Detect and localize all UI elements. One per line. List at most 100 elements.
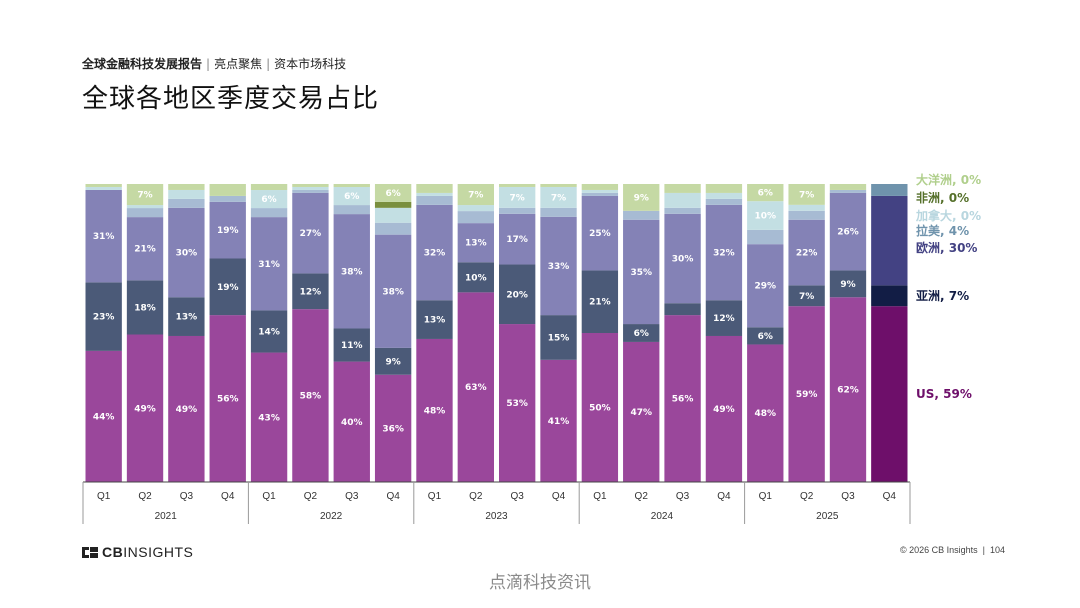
bar-segment-欧洲-8 <box>416 204 453 301</box>
bar-segment-欧洲-10 <box>499 213 536 265</box>
bar-segment-欧洲-17 <box>788 219 825 286</box>
bar-segment-欧洲-5 <box>292 192 329 274</box>
bar-segment-欧洲-11 <box>540 216 577 316</box>
logo-prefix: CB <box>102 544 124 560</box>
bar-segment-US-5 <box>292 309 329 482</box>
bar-segment-US-6 <box>333 361 370 482</box>
data-label: 10% <box>755 212 777 222</box>
data-label: 36% <box>382 424 404 434</box>
bar-segment-加拿大-12 <box>581 189 619 193</box>
data-label: 7% <box>468 191 483 201</box>
report-section: 亮点聚焦 <box>214 57 263 71</box>
data-label: 48% <box>424 406 446 416</box>
bar-segment-大洋洲-2 <box>168 184 205 190</box>
data-label: 6% <box>261 195 276 205</box>
bar-segment-拉美-8 <box>416 195 453 205</box>
year-label: 2022 <box>320 511 343 522</box>
data-label: 13% <box>465 239 487 249</box>
bar-segment-亚洲-7 <box>374 347 412 375</box>
bar-segment-亚洲-17 <box>788 285 825 307</box>
bar-segment-欧洲-3 <box>209 201 246 259</box>
bar-segment-大洋洲-0 <box>85 184 122 187</box>
bar-segment-亚洲-16 <box>747 327 784 345</box>
bar-segment-加拿大-16 <box>747 201 784 230</box>
cbinsights-logo: CB INSIGHTS <box>82 544 193 560</box>
bar-segment-欧洲-14 <box>664 213 701 304</box>
x-tick-label: Q2 <box>469 491 483 502</box>
x-tick-label: Q1 <box>759 491 773 502</box>
bar-segment-拉美-19 <box>871 184 908 196</box>
bar-segment-拉美-16 <box>747 229 784 245</box>
data-label: 48% <box>755 409 777 419</box>
bar-segment-亚洲-11 <box>540 315 577 360</box>
data-label: 50% <box>589 404 611 414</box>
legend-加拿大: 加拿大, 0% <box>915 208 981 223</box>
data-label: 7% <box>510 193 525 203</box>
bar-segment-加拿大-0 <box>85 186 122 190</box>
data-label: 31% <box>93 232 115 242</box>
legend-非洲: 非洲, 0% <box>916 190 969 205</box>
data-label: 63% <box>465 383 487 393</box>
bar-segment-加拿大-9 <box>457 205 494 212</box>
x-tick-label: Q2 <box>635 491 649 502</box>
bar-segment-大洋洲-6 <box>333 184 370 188</box>
data-label: 12% <box>713 314 735 324</box>
bar-segment-拉美-7 <box>374 222 412 235</box>
bar-segment-拉美-3 <box>209 195 246 202</box>
bar-segment-加拿大-14 <box>664 192 701 208</box>
bar-segment-亚洲-2 <box>168 297 205 336</box>
data-label: 29% <box>755 282 777 292</box>
cbinsights-logo-icon <box>82 546 98 558</box>
data-label: 6% <box>344 192 359 202</box>
bar-segment-欧洲-4 <box>250 217 288 311</box>
legend-大洋洲: 大洋洲, 0% <box>916 172 981 187</box>
data-label: 6% <box>634 329 649 339</box>
data-label: 9% <box>385 357 400 367</box>
data-label: 19% <box>217 283 239 293</box>
data-label: 7% <box>551 193 566 203</box>
data-label: 7% <box>799 292 814 302</box>
bar-segment-欧洲-1 <box>126 217 164 281</box>
header-separator: | <box>206 57 211 71</box>
bar-segment-大洋洲-13 <box>623 184 660 211</box>
bar-segment-欧洲-0 <box>85 189 122 283</box>
bar-segment-US-16 <box>747 344 784 482</box>
data-label: 32% <box>713 249 735 259</box>
legend-拉美: 拉美, 4% <box>916 223 969 238</box>
bar-segment-US-2 <box>168 335 205 482</box>
bar-segment-拉美-10 <box>499 207 536 214</box>
data-label: 13% <box>424 316 446 326</box>
bar-segment-欧洲-15 <box>705 204 743 301</box>
bar-segment-欧洲-13 <box>623 219 660 325</box>
data-label: 10% <box>465 273 487 283</box>
bar-segment-大洋洲-16 <box>747 184 784 202</box>
bar-segment-大洋洲-14 <box>664 184 701 193</box>
legend-欧洲: 欧洲, 30% <box>916 240 977 255</box>
bar-segment-US-17 <box>788 306 825 482</box>
data-label: 7% <box>799 190 814 200</box>
bar-segment-欧洲-19 <box>871 195 908 286</box>
data-label: 40% <box>341 418 363 428</box>
bar-segment-US-1 <box>126 334 164 482</box>
bar-segment-拉美-5 <box>292 189 329 193</box>
data-label: 25% <box>589 229 611 239</box>
report-header: 全球金融科技发展报告 | 亮点聚焦 | 资本市场科技 <box>82 55 346 72</box>
copyright-text: © 2026 CB Insights <box>899 545 978 555</box>
bar-segment-拉美-9 <box>457 211 494 224</box>
page-number: 104 <box>989 545 1005 555</box>
stacked-bar-chart: 44% 23% 31% Q1 49% 18% 21% 7% Q2 49% 13% 30% Q3 56% 19… <box>82 172 981 524</box>
data-label: 58% <box>300 392 322 402</box>
data-label: 21% <box>134 245 156 255</box>
logo-suffix: INSIGHTS <box>123 544 194 560</box>
bar-segment-US-14 <box>664 315 701 482</box>
data-label: 44% <box>93 412 115 422</box>
data-label: 13% <box>176 313 198 323</box>
bar-segment-US-9 <box>457 292 494 482</box>
copyright: © 2026 CB Insights | 104 <box>899 545 1005 555</box>
bar-segment-US-13 <box>623 341 660 482</box>
bar-segment-亚洲-19 <box>871 285 908 307</box>
bar-segment-欧洲-7 <box>374 234 412 348</box>
bar-segment-加拿大-6 <box>333 187 370 206</box>
bar-segment-拉美-17 <box>788 210 825 220</box>
bar-segment-亚洲-15 <box>705 300 743 336</box>
